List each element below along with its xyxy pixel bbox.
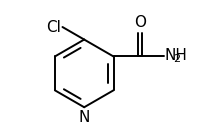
Text: N: N	[78, 110, 90, 125]
Text: 2: 2	[173, 54, 180, 64]
Text: Cl: Cl	[46, 20, 61, 35]
Text: NH: NH	[164, 48, 187, 63]
Text: O: O	[134, 15, 146, 30]
